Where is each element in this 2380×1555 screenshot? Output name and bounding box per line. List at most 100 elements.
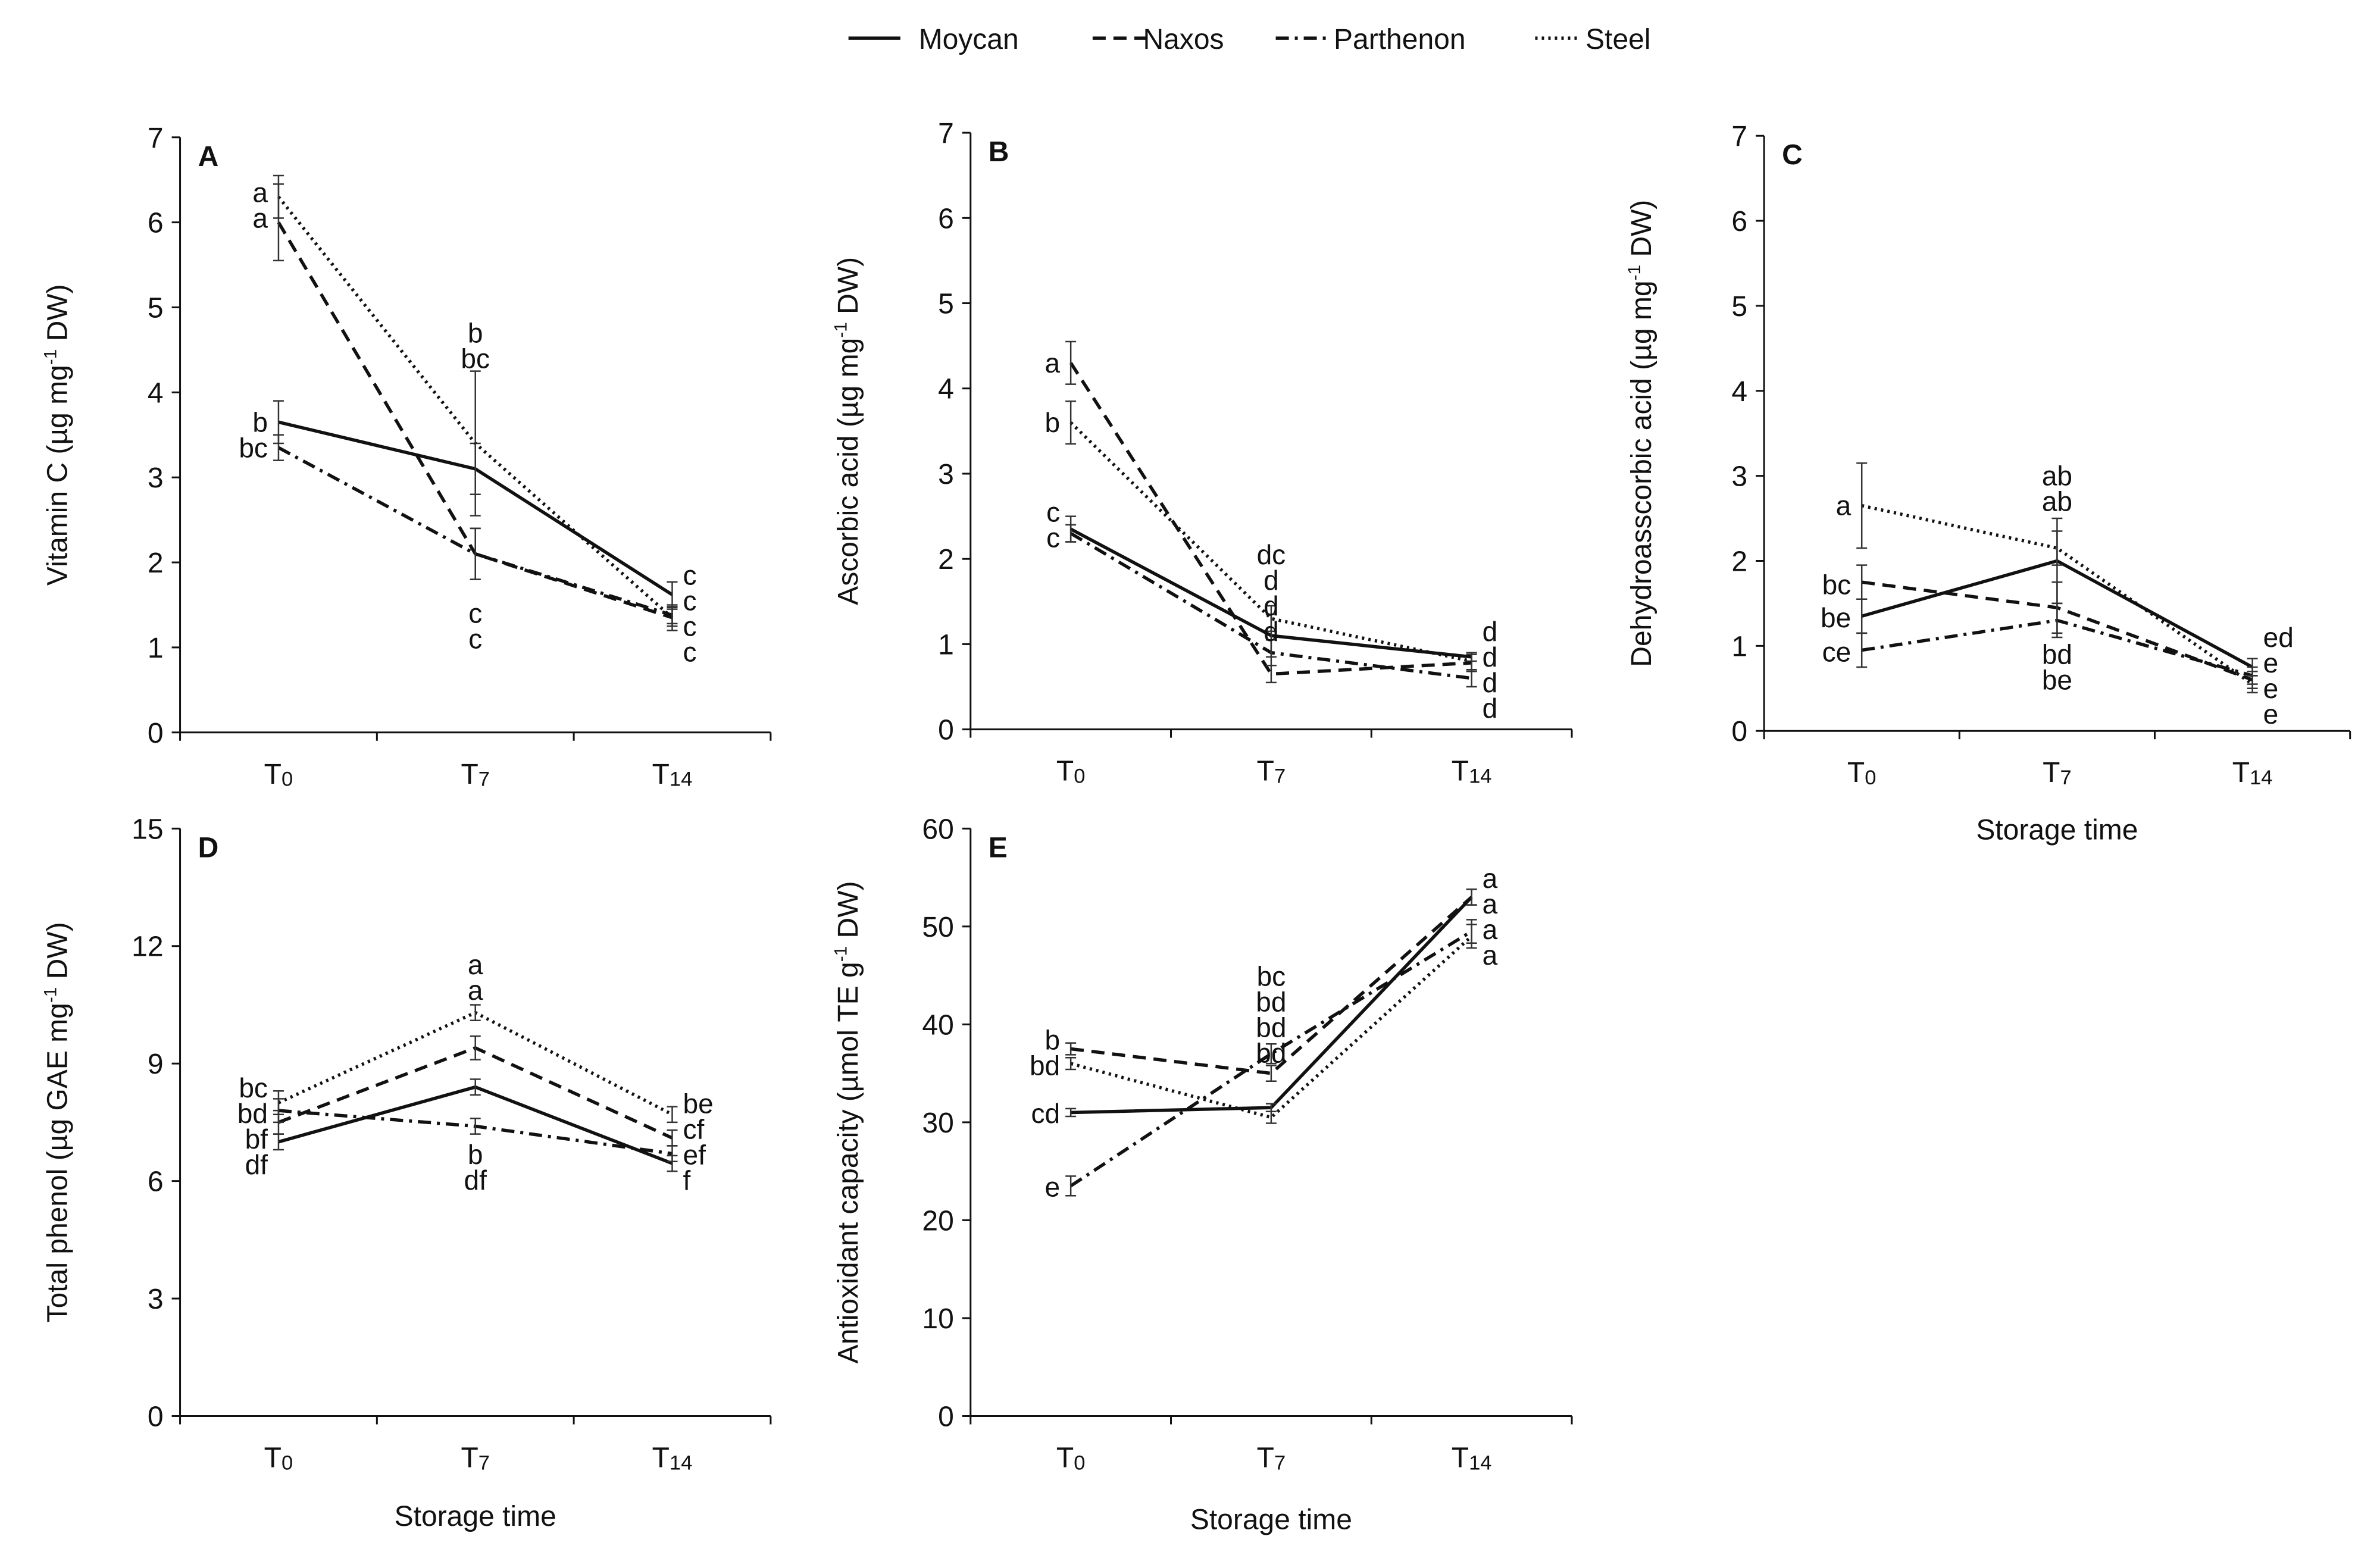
significance-letter: c (1046, 522, 1060, 553)
legend: Moycan Naxos Parthenon Steel (848, 24, 1651, 55)
significance-letter: dc (1257, 539, 1286, 570)
significance-letter: e (1045, 1171, 1061, 1202)
y-tick-label: 50 (922, 912, 953, 943)
x-axis-label: Storage time (1976, 814, 2138, 846)
x-tick-label: T7 (461, 759, 490, 791)
significance-letter: d (1483, 642, 1498, 672)
panel-letter: E (989, 832, 1008, 863)
significance-letter: a (252, 203, 268, 234)
y-tick-label: 7 (148, 123, 164, 154)
x-tick-label: T7 (461, 1442, 490, 1474)
y-tick-label: 6 (148, 1166, 164, 1198)
significance-letter: b (468, 1139, 483, 1170)
significance-letter: ce (1822, 636, 1852, 667)
x-tick-label: T0 (1056, 1442, 1086, 1474)
significance-letter: a (1836, 490, 1852, 521)
y-tick-label: 6 (938, 203, 954, 234)
significance-letter: d (1264, 565, 1279, 596)
y-axis-label: Dehydroasscorbic acid (µg mg-1 DW) (1625, 200, 1657, 667)
y-axis-label: Antioxidant capacity (µmol TE g-1 DW) (831, 881, 864, 1363)
legend-label-moycan: Moycan (919, 24, 1019, 55)
panel-letter: C (1782, 139, 1803, 171)
y-tick-label: 2 (1731, 546, 1747, 577)
y-tick-label: 2 (148, 547, 164, 579)
y-tick-label: 0 (148, 1401, 164, 1432)
y-tick-label: 5 (1731, 291, 1747, 323)
x-tick-label: T0 (1847, 757, 1877, 789)
panel-d: 0 3 6 9 12 15 T0 T7 T14 D Total phenol (µg GAE mg-… (40, 814, 772, 1532)
series-line-steel (1070, 935, 1473, 1119)
x-tick-label: T7 (1257, 756, 1286, 788)
y-tick-label: 5 (148, 292, 164, 324)
significance-letter: cd (1031, 1098, 1061, 1129)
significance-letter: d (1483, 693, 1498, 724)
significance-letter: bd (237, 1098, 268, 1129)
significance-letter: e (2263, 647, 2279, 678)
y-tick-label: 7 (938, 118, 954, 149)
series-parthenon (1856, 602, 2258, 685)
significance-letter: df (245, 1149, 268, 1180)
significance-letter: d (1264, 616, 1279, 647)
significance-letter: bc (239, 1072, 268, 1103)
panel-c: 0 1 2 3 4 5 6 7 T0 T7 T14 C Dehydroasscorbic acid (µ… (1625, 121, 2351, 846)
significance-letter: b (1045, 407, 1061, 438)
x-tick-label: T14 (652, 1442, 693, 1474)
significance-letter: a (1045, 348, 1061, 378)
y-tick-label: 20 (922, 1205, 953, 1237)
series-parthenon (1065, 524, 1477, 688)
significance-letter: bc (1822, 569, 1852, 600)
significance-letter: b (468, 317, 483, 348)
significance-letter: a (1483, 888, 1498, 919)
significance-letter: e (2263, 699, 2279, 730)
legend-item-parthenon: Parthenon (1275, 24, 1466, 55)
significance-letter: e (2263, 673, 2279, 704)
significance-letter: bd (2042, 639, 2072, 670)
significance-letter: bc (239, 432, 268, 463)
legend-item-naxos: Naxos (1092, 24, 1224, 55)
significance-letter: c (468, 624, 482, 655)
significance-letter: c (683, 559, 696, 590)
y-tick-label: 1 (1731, 631, 1747, 662)
y-tick-label: 3 (148, 1284, 164, 1315)
y-tick-label: 12 (132, 931, 163, 963)
panel-b: 0 1 2 3 4 5 6 7 T0 T7 T14 B Ascorbic acid (µg mg-1 D… (831, 118, 1573, 788)
y-tick-label: 0 (1731, 716, 1747, 747)
y-tick-label: 7 (1731, 121, 1747, 152)
y-tick-label: 5 (938, 289, 954, 320)
significance-letter: f (683, 1165, 690, 1196)
significance-letter: c (1046, 496, 1060, 527)
significance-letter: bf (245, 1124, 268, 1154)
y-tick-label: 30 (922, 1107, 953, 1139)
significance-letter: c (683, 636, 696, 667)
series-line-naxos (1069, 362, 1472, 676)
panel-letter: A (198, 141, 219, 173)
x-axis-label: Storage time (395, 1501, 556, 1532)
significance-letter: bc (461, 343, 490, 374)
significance-letter: d (1483, 667, 1498, 698)
legend-label-parthenon: Parthenon (1334, 24, 1466, 55)
y-tick-label: 4 (148, 377, 164, 409)
x-tick-label: T14 (1452, 756, 1492, 788)
y-tick-label: 3 (938, 459, 954, 490)
x-tick-label: T7 (1257, 1442, 1286, 1474)
legend-item-steel: Steel (1535, 24, 1651, 55)
y-tick-label: 3 (1731, 461, 1747, 493)
y-axis-label: Vitamin C (µg mg-1 DW) (40, 284, 73, 586)
y-axis-label: Total phenol (µg GAE mg-1 DW) (40, 922, 73, 1322)
significance-letter: be (683, 1088, 713, 1119)
y-tick-label: 3 (148, 462, 164, 494)
significance-letter: bd (1256, 986, 1286, 1017)
y-tick-label: 60 (922, 814, 953, 845)
significance-letter: ab (2042, 461, 2072, 492)
significance-letter: ed (2263, 622, 2294, 653)
y-tick-label: 6 (1731, 206, 1747, 237)
significance-letter: ef (683, 1139, 706, 1170)
legend-item-moycan: Moycan (848, 24, 1019, 55)
y-tick-label: 4 (1731, 376, 1747, 408)
panel-a: 0 1 2 3 4 5 6 7 T0 T7 T14 A Vitamin C (µg mg-1 DW) aa… (40, 123, 772, 791)
legend-label-steel: Steel (1585, 24, 1650, 55)
y-tick-label: 4 (938, 374, 954, 405)
significance-letter: c (683, 611, 696, 642)
y-tick-label: 2 (938, 544, 954, 575)
